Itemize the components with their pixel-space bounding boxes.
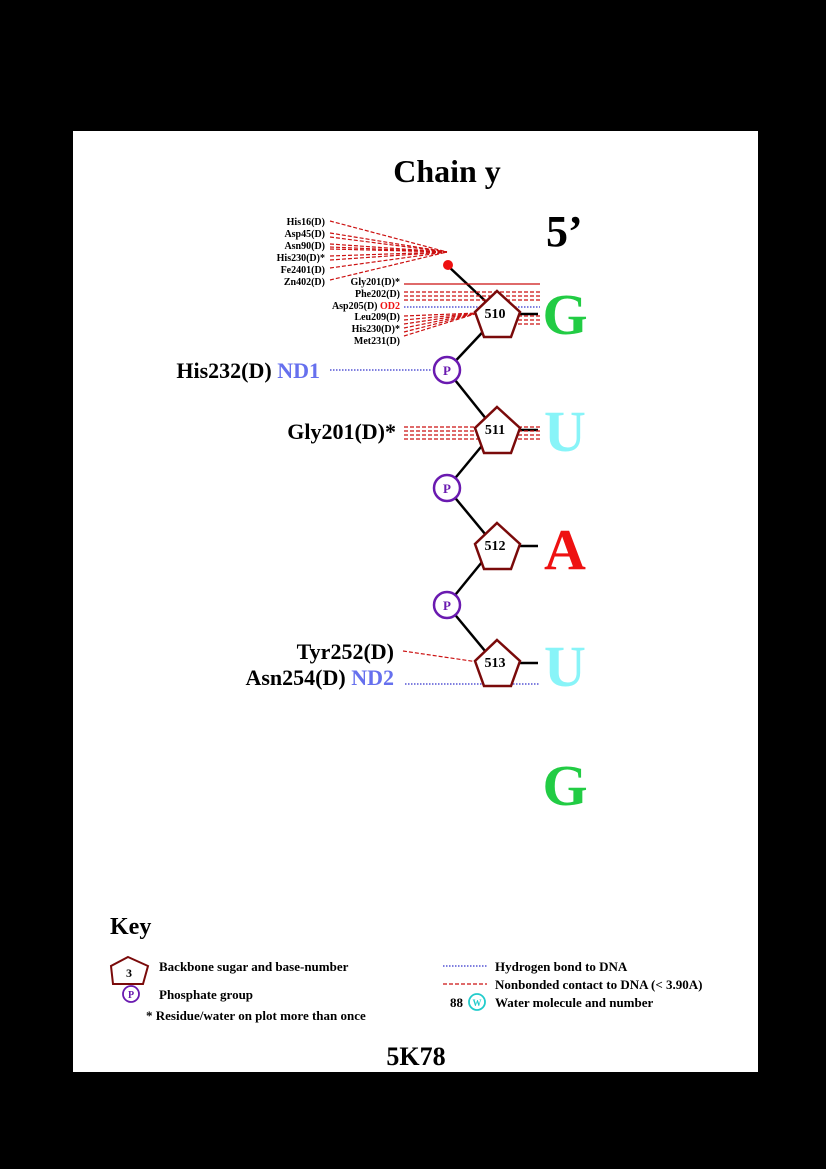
nonbonded-contacts [329,220,540,663]
residue-label: Asn90(D) [284,241,325,252]
base-letter: G [542,282,587,347]
residue-name: Asn254(D) [245,665,345,690]
phosphate-circle [432,355,462,385]
pdb-id: 5K78 [386,1042,445,1071]
key-phosphate-letter: P [128,990,134,1001]
contact-line [403,312,479,329]
contact-line [329,251,448,269]
key-hbond-text: Hydrogen bond to DNA [495,959,628,974]
residue-name: Asp205(D) [332,301,378,312]
residue-label: Asp45(D) [284,229,325,240]
atom-name: OD2 [380,301,400,312]
base-letter: U [544,399,586,464]
sugar-pentagon [473,521,522,571]
contact-line [329,248,448,253]
residue-name: His232(D) [176,358,271,383]
residue-label: Zn402(D) [284,277,325,288]
residue-label-large: Tyr252(D) [297,639,394,664]
contact-line [403,312,479,333]
phosphate-circle [432,473,462,503]
key-phosphate-icon [122,985,140,1003]
contact-line [403,312,479,325]
phosphate-3: P [432,590,462,620]
contact-line [403,312,479,317]
residue-label: Leu209(D) [354,312,400,323]
residue-label-large: Gly201(D)* [287,419,396,444]
residue-label-large: Asn254(D) ND2 [245,665,394,690]
atom-name: ND2 [351,665,394,690]
key-sugar-icon [109,955,150,985]
hydrogen-bonds [330,306,540,685]
phosphate-label: P [443,481,451,496]
sugar-number: 511 [485,423,505,438]
sugar-number: 512 [485,539,506,554]
key-water-icon [468,993,486,1011]
sugar-510: 510 [473,289,522,339]
phosphate-label: P [443,363,451,378]
sugar-510-labels: Gly201(D)* Phe202(D) Asp205(D) OD2 Leu20… [332,277,400,347]
key-star-text: * Residue/water on plot more than once [146,1008,366,1023]
contact-line [329,232,448,253]
sugar-pentagon [473,638,522,688]
residue-label: Gly201(D)* [351,277,400,288]
phosphate-circle [432,590,462,620]
key-sugar-text: Backbone sugar and base-number [159,959,349,974]
sugar-number: 510 [485,307,506,322]
residue-label: Phe202(D) [355,289,400,300]
contact-line [403,312,479,337]
phosphate-2: P [432,473,462,503]
residue-label: Asp205(D) OD2 [332,301,400,312]
contact-line [329,220,448,253]
base-letter: A [544,517,586,582]
key-nonbonded-text: Nonbonded contact to DNA (< 3.90A) [495,977,702,992]
key: Key 3 Backbone sugar and base-number P P… [109,914,702,1023]
contact-line [403,312,479,321]
sugar-513: 513 [473,638,522,688]
key-phosphate-text: Phosphate group [159,987,253,1002]
atom-name: ND1 [277,358,320,383]
chain-title: Chain y [393,153,501,189]
sugar-pentagon [473,405,522,455]
sugar-number: 513 [485,656,506,671]
residue-label: His230(D)* [277,253,325,264]
key-water-number: 88 [450,995,464,1010]
residue-label-large: His232(D) ND1 [176,358,320,383]
contact-line [402,650,479,663]
phosphate-label: P [443,598,451,613]
key-sugar-number: 3 [126,966,132,980]
sugar-512: 512 [473,521,522,571]
residue-label: His230(D)* [352,324,400,335]
sugar-511: 511 [473,405,522,455]
contact-line [329,251,448,281]
contact-line [329,236,448,253]
water-molecule-dot [443,260,453,270]
phosphate-1: P [432,355,462,385]
contact-line [329,251,448,257]
key-water-letter: W [473,998,482,1008]
five-prime-label: 5’ [546,207,583,256]
water-cluster-labels: His16(D) Asp45(D) Asn90(D) His230(D)* Fe… [277,217,325,288]
base-letter: U [544,634,586,699]
key-title: Key [110,914,151,940]
contact-line [329,251,448,261]
residue-label: Met231(D) [354,336,400,347]
sugar-pentagon [473,289,522,339]
residue-label: His16(D) [287,217,325,228]
key-water-text: Water molecule and number [495,995,654,1010]
diagram-sheet [73,131,758,1072]
residue-label: Fe2401(D) [281,265,325,276]
base-letter: G [542,753,587,818]
